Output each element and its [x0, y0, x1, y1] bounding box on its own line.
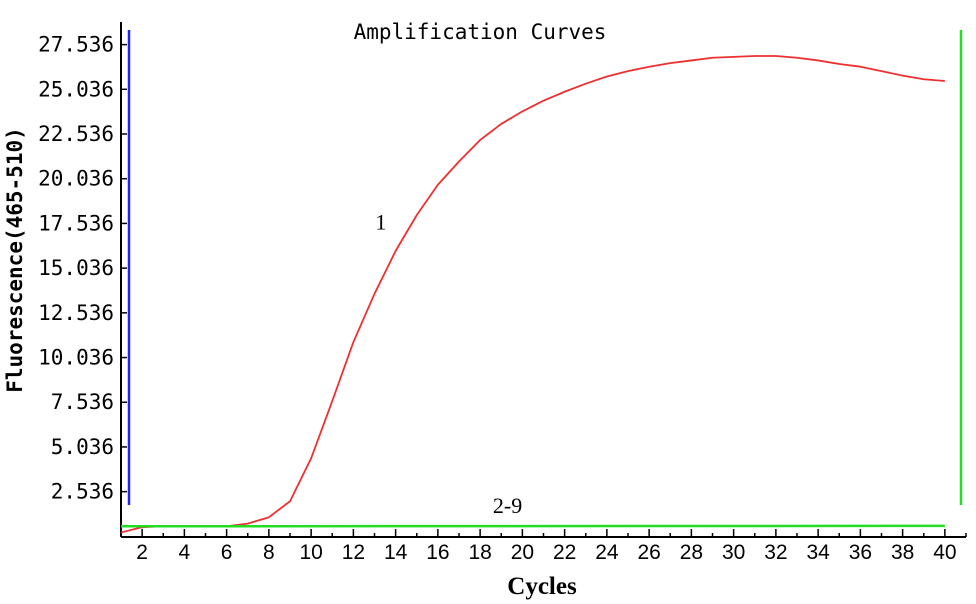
x-tick-label: 40 [933, 541, 956, 564]
chart-title: Amplification Curves [354, 20, 607, 44]
y-tick-label: 17.536 [38, 211, 114, 235]
x-tick-label: 14 [384, 541, 408, 564]
x-tick-label: 22 [553, 541, 576, 564]
plot-area: 2.536 5.036 7.536 10.036 12.536 15.036 17.536 2… [38, 22, 967, 564]
x-tick-label: 28 [680, 541, 703, 564]
x-tick-label: 16 [426, 541, 449, 564]
x-tick-label: 30 [722, 541, 745, 564]
y-tick-label: 12.536 [38, 301, 114, 325]
x-tick-label: 36 [849, 541, 872, 564]
y-tick-label: 25.036 [38, 77, 114, 101]
x-tick-label: 2 [136, 541, 148, 564]
y-tick-label: 10.036 [38, 346, 114, 370]
x-tick-label: 20 [511, 541, 534, 564]
x-tick-label: 34 [806, 541, 830, 564]
x-tick-label: 18 [468, 541, 491, 564]
y-tick-label: 7.536 [51, 390, 114, 414]
x-tick-label: 32 [764, 541, 787, 564]
y-tick-label: 15.036 [38, 256, 114, 280]
series-line-1 [120, 55, 945, 534]
x-tick-label: 4 [179, 541, 191, 564]
x-tick-label: 10 [299, 541, 322, 564]
series-annotation: 2-9 [493, 493, 522, 518]
x-tick-label: 38 [891, 541, 914, 564]
y-tick-label: 22.536 [38, 122, 114, 146]
y-axis-label: Fluorescence(465-510) [3, 127, 27, 393]
x-tick-label: 24 [595, 541, 619, 564]
x-tick-label: 6 [221, 541, 233, 564]
x-tick-label: 26 [637, 541, 660, 564]
x-tick-label: 12 [342, 541, 365, 564]
y-tick-label: 5.036 [51, 435, 114, 459]
y-tick-label: 20.036 [38, 167, 114, 191]
x-tick-label: 8 [263, 541, 275, 564]
y-tick-label: 27.536 [38, 33, 114, 57]
x-axis-label: Cycles [507, 573, 577, 600]
y-tick-label: 2.536 [51, 480, 114, 504]
series-annotation: 1 [375, 209, 386, 234]
